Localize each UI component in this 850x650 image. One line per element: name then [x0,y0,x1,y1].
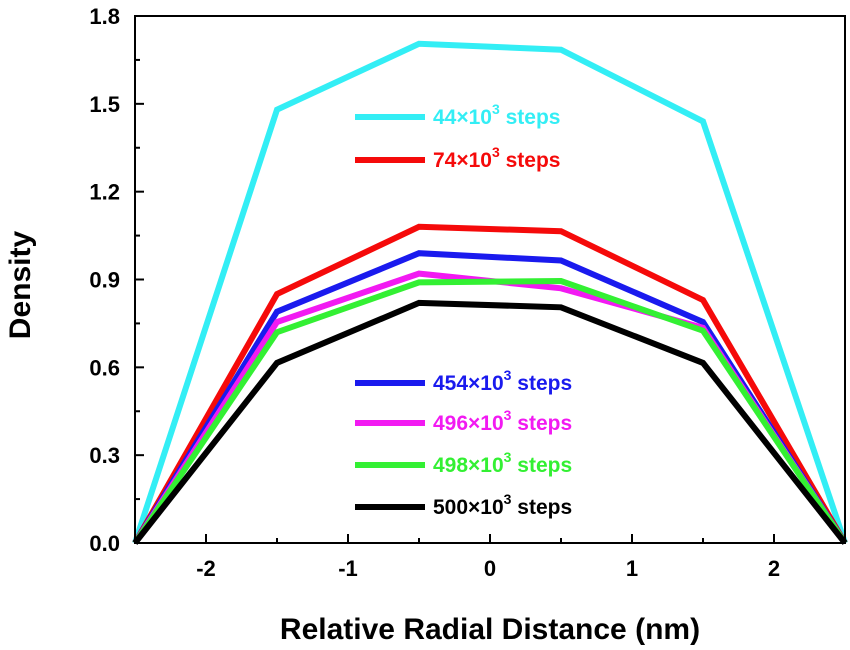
legend-item: 500×103 steps [355,491,572,519]
y-tick-label: 0.6 [89,355,120,380]
y-axis-label: Density [4,231,37,340]
x-tick-label: -2 [196,556,216,581]
x-axis-label: Relative Radial Distance (nm) [280,613,700,646]
y-tick-label: 0.9 [89,268,120,293]
x-tick-label: -1 [338,556,358,581]
series-line-5 [132,299,848,545]
legend-item: 44×103 steps [355,101,560,129]
legend-item: 74×103 steps [355,144,560,172]
legend-item: 496×103 steps [355,407,572,435]
legend-item: 454×103 steps [355,367,572,395]
legend-label: 44×103 steps [433,101,560,129]
y-tick-label: 0.0 [89,531,120,556]
y-tick-label: 1.2 [89,180,120,205]
x-tick-label: 2 [768,556,780,581]
legend-label: 500×103 steps [433,491,572,519]
y-tick-label: 1.5 [89,92,120,117]
y-tick-label: 0.3 [89,443,120,468]
y-tick-label: 1.8 [89,4,120,29]
legend-label: 496×103 steps [433,407,572,435]
series-line-1 [132,223,848,545]
legend-label: 454×103 steps [433,367,572,395]
ticks-layer: -2 -1 0 1 2 0.0 0.3 0.6 0.9 1.2 1.5 1.8 [89,4,846,581]
series-line-4 [132,277,848,545]
legend-label: 498×103 steps [433,449,572,477]
series-line-0 [132,40,848,544]
x-tick-label: 1 [626,556,638,581]
legend: 44×103 steps 74×103 steps 454×103 steps 496… [355,101,572,519]
legend-label: 74×103 steps [433,144,560,172]
x-tick-label: 0 [484,556,496,581]
series-layer [132,40,848,545]
legend-item: 498×103 steps [355,449,572,477]
